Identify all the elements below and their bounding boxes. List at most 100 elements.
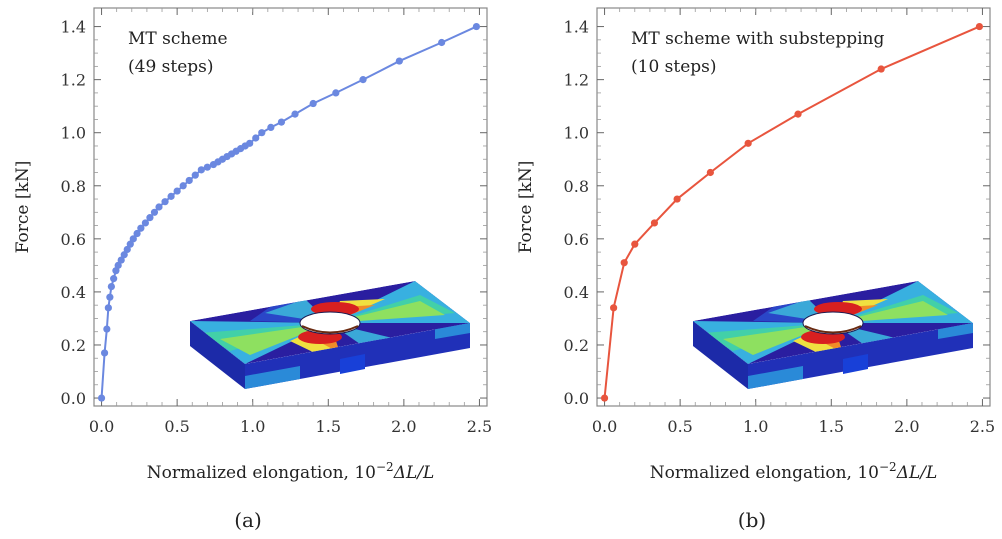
chart-panel-b: 0.0 0.5 1.0 1.5 2.0 2.5 0.0 0.2 0.4 0.6 0.8 1.0 1.2 1… xyxy=(516,7,995,532)
data-point xyxy=(103,325,111,333)
plate-side-face xyxy=(190,321,245,389)
x-tick-label: 2.0 xyxy=(391,417,416,436)
data-point xyxy=(137,224,145,232)
x-axis-label: Normalized elongation, 10−2ΔL/L xyxy=(147,460,435,483)
y-tick-label: 0.8 xyxy=(61,177,86,196)
panel-label: (b) xyxy=(738,508,766,532)
data-point xyxy=(123,245,131,254)
y-axis-label: Force [kN] xyxy=(516,161,536,254)
data-point xyxy=(110,275,118,283)
data-point xyxy=(610,304,618,312)
y-tick-label: 0.0 xyxy=(61,389,86,408)
data-point xyxy=(167,192,175,200)
x-tick-label: 0.5 xyxy=(164,417,189,436)
y-tick-label: 0.6 xyxy=(564,230,589,249)
data-point xyxy=(877,65,885,73)
data-point xyxy=(97,394,106,402)
data-point xyxy=(332,89,340,97)
x-tick-label: 1.5 xyxy=(819,417,844,436)
y-tick-label: 0.6 xyxy=(61,230,86,249)
data-point xyxy=(395,57,403,65)
y-tick-label: 0.0 xyxy=(564,389,589,408)
x-tick-label: 2.5 xyxy=(467,417,492,436)
data-point xyxy=(120,251,128,259)
x-tick-label: 2.5 xyxy=(970,417,995,436)
data-point xyxy=(126,240,134,248)
plot-frame xyxy=(596,7,991,407)
data-point xyxy=(179,182,187,190)
y-tick-label: 0.8 xyxy=(564,177,589,196)
y-tick-label: 0.4 xyxy=(61,283,86,302)
y-axis-label: Force [kN] xyxy=(13,161,33,254)
data-point xyxy=(252,134,260,142)
plate-hole xyxy=(802,311,864,335)
data-point xyxy=(104,304,112,312)
x-tick-label: 1.0 xyxy=(240,417,265,436)
data-point xyxy=(155,203,163,211)
x-tick-label: 0.5 xyxy=(667,417,692,436)
data-point xyxy=(673,195,681,203)
data-point xyxy=(258,129,266,137)
data-point xyxy=(620,259,628,267)
data-point xyxy=(277,118,286,126)
chart-panel-a: 0.0 0.5 1.0 1.5 2.0 2.5 0.0 0.2 0.4 0.6 0.8 1.0 1.2 1… xyxy=(13,7,492,532)
data-point xyxy=(107,283,115,291)
x-tick-label: 0.0 xyxy=(89,417,114,436)
plate-side-face xyxy=(693,321,748,389)
contour-plot-inset xyxy=(693,281,973,389)
y-tick-label: 1.0 xyxy=(61,124,86,143)
data-point xyxy=(650,219,659,227)
data-point xyxy=(246,139,254,147)
data-point xyxy=(133,229,141,238)
y-tick-label: 0.2 xyxy=(564,336,589,355)
data-point xyxy=(359,76,367,84)
data-point xyxy=(150,208,159,216)
y-tick-label: 1.2 xyxy=(61,71,86,90)
y-tick-label: 1.0 xyxy=(564,124,589,143)
annotation-line: (49 steps) xyxy=(128,57,214,77)
y-tick-label: 1.4 xyxy=(564,18,589,37)
data-point xyxy=(794,110,802,118)
data-point xyxy=(706,168,714,177)
data-point xyxy=(146,214,154,222)
data-point xyxy=(267,123,275,131)
y-tick-label: 0.2 xyxy=(61,336,86,355)
plot-frame xyxy=(93,7,488,407)
y-tick-label: 0.4 xyxy=(564,283,589,302)
x-tick-label: 1.0 xyxy=(743,417,768,436)
data-point xyxy=(161,198,169,206)
data-point xyxy=(141,219,149,227)
panel-label: (a) xyxy=(234,508,262,532)
data-point xyxy=(975,22,984,31)
data-point xyxy=(203,163,211,171)
data-point xyxy=(600,394,609,402)
annotation-line: (10 steps) xyxy=(631,57,717,77)
x-tick-label: 2.0 xyxy=(894,417,919,436)
x-tick-label: 1.5 xyxy=(316,417,341,436)
data-point xyxy=(173,187,181,195)
data-point xyxy=(197,166,205,174)
data-point xyxy=(117,256,125,264)
data-point xyxy=(114,261,122,269)
data-point xyxy=(100,349,109,357)
y-tick-label: 1.4 xyxy=(61,18,86,37)
data-point xyxy=(106,293,114,301)
contour-plot-inset xyxy=(190,281,470,389)
data-point xyxy=(631,240,639,248)
data-point xyxy=(191,171,199,179)
plate-hole xyxy=(299,311,361,335)
y-tick-label: 1.2 xyxy=(564,71,589,90)
data-point xyxy=(472,22,481,31)
data-point xyxy=(309,99,317,108)
data-point xyxy=(185,176,193,185)
annotation-line: MT scheme xyxy=(128,29,228,49)
data-point xyxy=(744,139,752,147)
x-tick-label: 0.0 xyxy=(592,417,617,436)
data-point xyxy=(129,235,137,243)
x-axis-label: Normalized elongation, 10−2ΔL/L xyxy=(650,460,938,483)
data-point xyxy=(291,110,299,118)
annotation-line: MT scheme with substepping xyxy=(631,29,884,49)
data-point xyxy=(438,38,446,47)
